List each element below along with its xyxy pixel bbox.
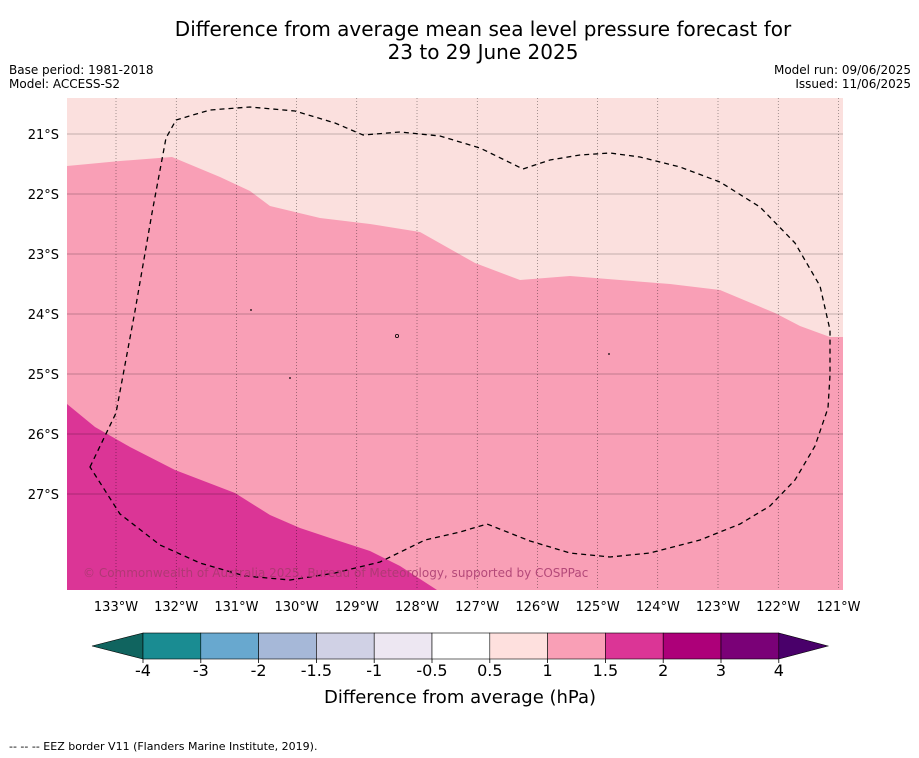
- latitude-label: 25°S: [28, 368, 59, 383]
- colorbar-tick-label: -1: [366, 661, 382, 680]
- colorbar-tick-label: -4: [135, 661, 151, 680]
- colorbar-tick-label: -3: [193, 661, 209, 680]
- longitude-labels: 133°W 132°W 131°W 130°W 129°W 128°W 127°W 126°W…: [94, 600, 861, 615]
- colorbar-segment: [605, 632, 664, 660]
- longitude-label: 133°W: [94, 600, 138, 615]
- colorbar-segment: [489, 632, 548, 660]
- longitude-label: 121°W: [816, 600, 860, 615]
- region-1-to-1.5: [67, 157, 843, 590]
- latitude-labels: 21°S 22°S 23°S 24°S 25°S 26°S 27°S: [28, 128, 59, 503]
- longitude-label: 128°W: [395, 600, 439, 615]
- base-period: Base period: 1981-2018: [9, 63, 154, 77]
- colorbar-tick-label: -2: [251, 661, 267, 680]
- meta-left: Base period: 1981-2018 Model: ACCESS-S2: [9, 63, 154, 91]
- chart-title: Difference from average mean sea level p…: [0, 18, 919, 64]
- colorbar-tick-label: 1.5: [593, 661, 618, 680]
- colorbar-segment: [720, 632, 780, 660]
- latitude-label: 26°S: [28, 428, 59, 443]
- title-line-1: Difference from average mean sea level p…: [174, 17, 792, 41]
- colorbar-tick-label: -1.5: [301, 661, 332, 680]
- longitude-label: 130°W: [275, 600, 319, 615]
- colorbar-tick-label: 1: [543, 661, 553, 680]
- longitude-label: 126°W: [515, 600, 559, 615]
- longitude-label: 122°W: [756, 600, 800, 615]
- eez-border: [89, 106, 831, 581]
- longitude-label: 131°W: [214, 600, 258, 615]
- colorbar: -4 -3 -2 -1.5 -1 -0.5 0.5 1 1.5 2 3 4: [91, 632, 830, 680]
- meta-right: Model run: 09/06/2025 Issued: 11/06/2025: [774, 63, 911, 91]
- colorbar-tick-label: -0.5: [416, 661, 447, 680]
- colorbar-tick-label: 2: [658, 661, 668, 680]
- latitude-label: 21°S: [28, 128, 59, 143]
- colorbar-segment: [662, 632, 722, 660]
- copyright-notice: © Commonwealth of Australia 2025, Bureau…: [83, 566, 588, 580]
- longitude-label: 127°W: [455, 600, 499, 615]
- issued-date: Issued: 11/06/2025: [795, 77, 911, 91]
- map-plot-area: © Commonwealth of Australia 2025, Bureau…: [67, 98, 843, 590]
- latitude-label: 24°S: [28, 308, 59, 323]
- footer-note: -- -- -- EEZ border V11 (Flanders Marine…: [9, 740, 318, 753]
- longitude-label: 125°W: [576, 600, 620, 615]
- region-1.5-to-2: [67, 404, 437, 590]
- latitude-label: 23°S: [28, 248, 59, 263]
- colorbar-segment: [431, 632, 491, 660]
- latitude-label: 27°S: [28, 488, 59, 503]
- graticule: [67, 98, 843, 590]
- small-islands: [250, 309, 610, 379]
- longitude-label: 132°W: [154, 600, 198, 615]
- colorbar-segment: [200, 632, 259, 660]
- longitude-label: 123°W: [696, 600, 740, 615]
- colorbar-tick-label: 4: [774, 661, 784, 680]
- latitude-label: 22°S: [28, 188, 59, 203]
- model-run: Model run: 09/06/2025: [773, 63, 911, 77]
- longitude-label: 129°W: [335, 600, 379, 615]
- colorbar-segment: [258, 632, 317, 660]
- colorbar-high-extension: [778, 632, 830, 660]
- colorbar-tick-label: 0.5: [477, 661, 502, 680]
- colorbar-segment: [373, 632, 433, 660]
- colorbar-tick-label: 3: [716, 661, 726, 680]
- colorbar-low-extension: [91, 632, 144, 660]
- model-name: Model: ACCESS-S2: [9, 77, 121, 91]
- title-line-2: 23 to 29 June 2025: [387, 40, 579, 64]
- longitude-label: 124°W: [636, 600, 680, 615]
- colorbar-segment: [142, 632, 202, 660]
- colorbar-label: Difference from average (hPa): [324, 687, 596, 708]
- colorbar-segment: [316, 632, 375, 660]
- colorbar-segment: [547, 632, 606, 660]
